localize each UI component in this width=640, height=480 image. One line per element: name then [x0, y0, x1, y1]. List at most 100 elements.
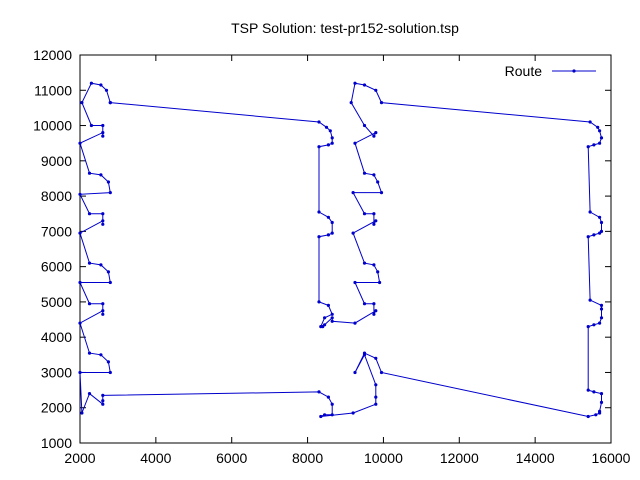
- route-point: [87, 212, 92, 216]
- route-point: [106, 180, 110, 184]
- route-point: [378, 280, 382, 285]
- route-point: [374, 219, 378, 223]
- route-point: [374, 402, 378, 406]
- route-point: [87, 392, 92, 396]
- route-line: [79, 82, 603, 418]
- route-point: [599, 303, 604, 307]
- route-point: [99, 353, 103, 357]
- y-tick-label: 10000: [33, 118, 72, 134]
- x-tick-label: 2000: [64, 450, 95, 466]
- route-point: [330, 312, 334, 316]
- route-point: [599, 229, 604, 233]
- x-tick-label: 12000: [440, 450, 479, 466]
- route-point: [374, 309, 378, 313]
- route-point: [330, 220, 334, 225]
- x-tick-label: 10000: [364, 450, 403, 466]
- y-tick-label: 2000: [41, 400, 72, 416]
- route-point: [108, 370, 112, 375]
- y-tick-label: 7000: [41, 223, 72, 239]
- route-point: [101, 219, 105, 223]
- route-point: [78, 370, 82, 375]
- route-point: [104, 88, 109, 92]
- route-point: [598, 215, 602, 219]
- y-axis: 1000 2000 3000 4000 5000 6000 7000 8000 9000 1000…: [33, 47, 611, 451]
- route-point: [599, 136, 604, 140]
- route-point: [362, 261, 367, 265]
- route-point: [108, 191, 112, 195]
- route-point: [372, 134, 376, 138]
- route-point: [101, 309, 105, 313]
- route-point: [317, 145, 321, 149]
- route-point: [374, 356, 378, 360]
- route-point: [594, 413, 598, 417]
- route-point: [319, 325, 323, 329]
- route-point: [592, 143, 596, 147]
- route-point: [376, 180, 380, 184]
- route-point: [588, 120, 592, 124]
- route-point: [353, 370, 357, 375]
- route-point: [89, 123, 93, 128]
- route-point: [599, 307, 604, 311]
- route-point: [353, 321, 357, 325]
- route-point: [372, 212, 376, 216]
- route-point: [326, 303, 330, 307]
- route-point: [330, 141, 334, 145]
- route-point: [379, 370, 384, 375]
- route-point: [379, 101, 384, 105]
- route-point: [592, 233, 596, 237]
- route-point: [599, 400, 604, 404]
- route-point: [353, 141, 357, 145]
- route-point: [598, 321, 602, 325]
- route-point: [78, 231, 82, 235]
- route-point: [598, 129, 602, 133]
- route-point: [351, 411, 355, 415]
- x-tick-label: 8000: [292, 450, 323, 466]
- route-point: [351, 231, 355, 235]
- route-point: [372, 312, 376, 316]
- route-point: [108, 101, 112, 105]
- x-tick-label: 6000: [216, 450, 247, 466]
- route-point: [101, 402, 105, 406]
- route-point: [353, 280, 357, 285]
- route-point: [323, 316, 327, 320]
- route-point: [330, 402, 334, 406]
- route-point: [588, 298, 592, 302]
- route-point: [101, 123, 105, 128]
- route-point: [330, 231, 334, 235]
- route-point: [586, 235, 590, 239]
- y-tick-label: 6000: [41, 259, 72, 275]
- legend: Route: [505, 63, 596, 79]
- route-point: [599, 220, 604, 225]
- route-point: [362, 171, 367, 175]
- chart-title: TSP Solution: test-pr152-solution.tsp: [231, 20, 459, 36]
- route-point: [330, 319, 334, 323]
- route-point: [372, 173, 376, 177]
- x-tick-label: 4000: [140, 450, 171, 466]
- route-point: [326, 395, 330, 399]
- route-point: [317, 390, 321, 394]
- route-point: [372, 222, 376, 226]
- route-point: [599, 316, 604, 320]
- route-point: [349, 101, 353, 105]
- route-point: [376, 270, 380, 274]
- y-tick-label: 12000: [33, 47, 72, 63]
- legend-label-route: Route: [505, 63, 543, 79]
- route-point: [78, 192, 82, 196]
- route-point: [319, 414, 323, 419]
- route-point: [362, 212, 367, 216]
- route-point: [379, 191, 384, 195]
- route-point: [330, 316, 334, 320]
- route-point: [586, 325, 590, 329]
- route-point: [362, 351, 367, 355]
- route-point: [101, 212, 105, 216]
- route-point: [374, 395, 378, 399]
- route-point: [328, 129, 332, 133]
- route-point: [330, 413, 334, 417]
- route-point: [101, 302, 105, 306]
- route-point: [586, 145, 590, 149]
- legend-marker-route: [572, 69, 576, 73]
- route-point: [87, 302, 92, 306]
- y-tick-label: 5000: [41, 294, 72, 310]
- route-point: [87, 261, 92, 265]
